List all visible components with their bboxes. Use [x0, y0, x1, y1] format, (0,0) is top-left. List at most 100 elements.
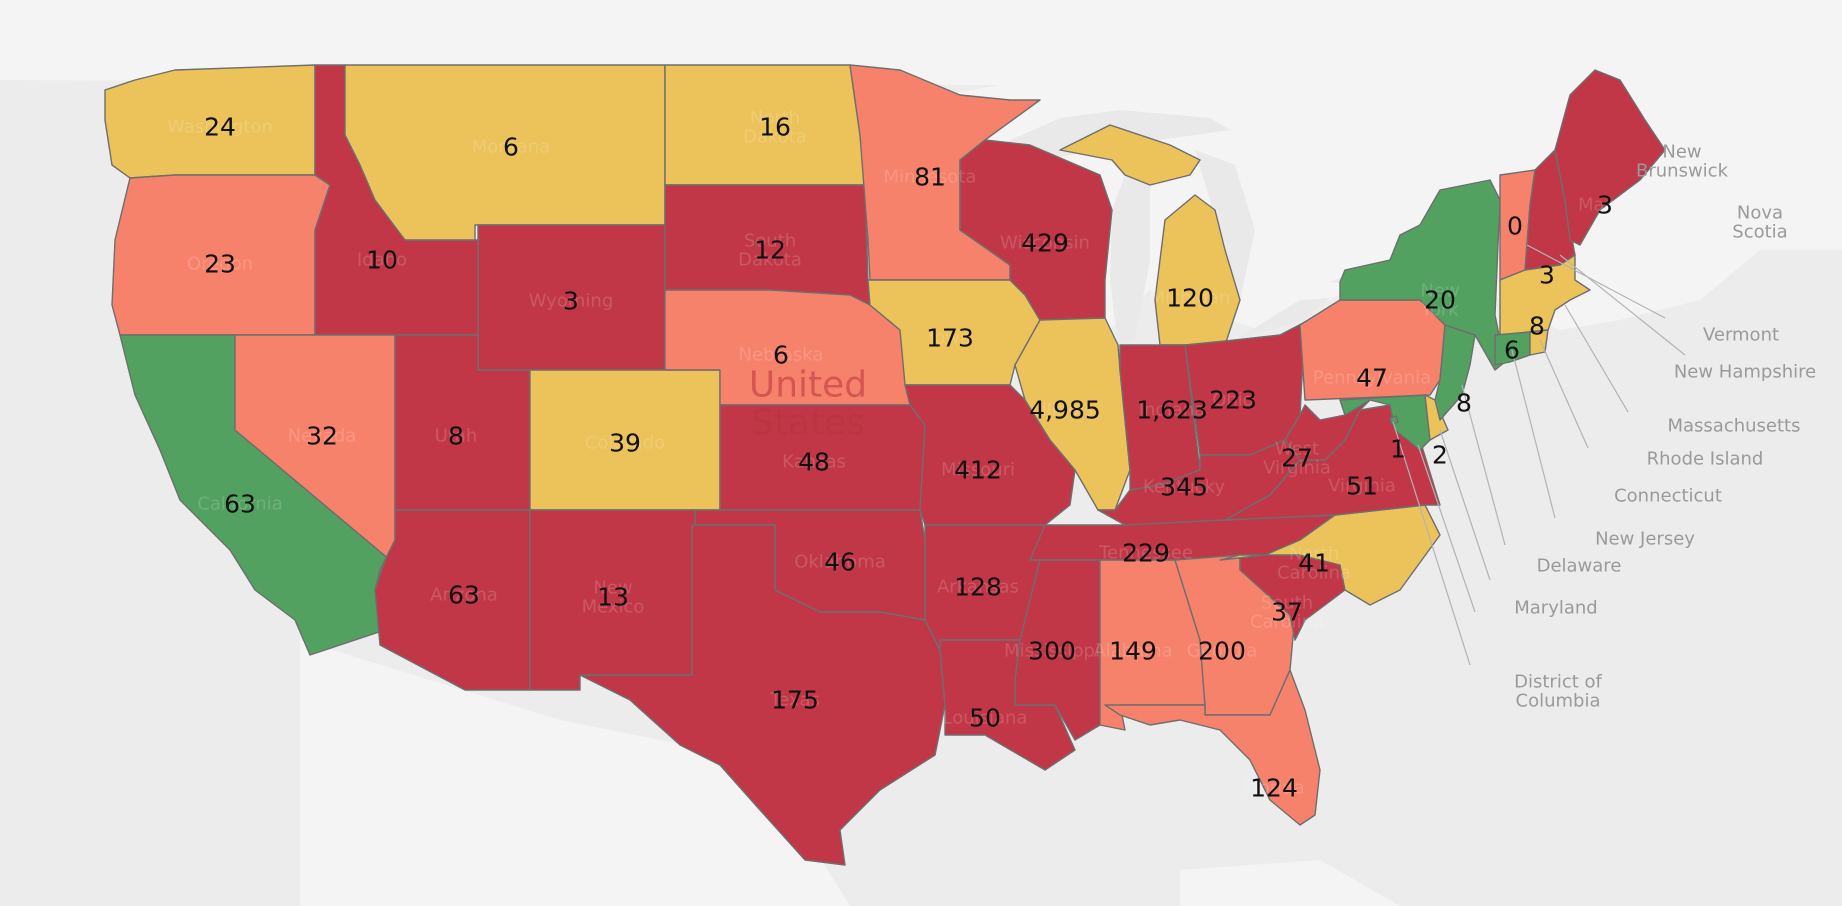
- callout-dc-line2: Columbia: [1516, 691, 1601, 712]
- state-value-UT: 8: [448, 422, 464, 451]
- state-TX[interactable]: [579, 524, 946, 866]
- state-name-NY: York: [1420, 300, 1459, 321]
- state-name-IA: Iowa: [929, 328, 971, 349]
- callout-new-jersey: New Jersey: [1595, 529, 1695, 550]
- callout-dc-line1: District of: [1514, 672, 1602, 693]
- state-name-VA: Virginia: [1328, 476, 1396, 497]
- state-name-ND: North: [750, 108, 800, 129]
- state-value-MA: 8: [1529, 312, 1545, 341]
- state-CT[interactable]: [1494, 331, 1531, 366]
- label-nova-scotia-line2: Scotia: [1732, 222, 1787, 243]
- state-name-NV: Nevada: [288, 426, 357, 447]
- state-name-OH: Ohio: [1212, 390, 1254, 411]
- state-value-FL: 124: [1250, 774, 1298, 803]
- state-name-ND: Dakota: [743, 127, 807, 148]
- state-name-MN: Minnesota: [884, 167, 977, 188]
- state-value-MS: 300: [1028, 637, 1076, 666]
- state-DE[interactable]: [1424, 394, 1449, 441]
- callout-massachusetts: Massachusetts: [1667, 416, 1800, 437]
- state-name-CA: California: [197, 494, 282, 515]
- callout-maryland: Maryland: [1514, 598, 1597, 619]
- state-value-IN: 1,623: [1136, 396, 1208, 425]
- state-name-SD: Dakota: [738, 250, 802, 271]
- state-value-NM: 13: [597, 583, 629, 612]
- state-NC[interactable]: [1219, 504, 1441, 606]
- state-name-NE: Nebraska: [739, 345, 824, 366]
- state-DC[interactable]: [1389, 415, 1399, 425]
- state-MI[interactable]: [1059, 124, 1241, 346]
- state-name-NC: North: [1289, 544, 1339, 565]
- state-name-TN: Tennessee: [1098, 543, 1193, 564]
- state-value-MN: 81: [914, 163, 946, 192]
- state-value-KY: 345: [1160, 473, 1208, 502]
- state-value-MO: 412: [954, 456, 1002, 485]
- state-name-NM: Mexico: [582, 597, 645, 618]
- state-name-NM: New: [593, 578, 632, 599]
- state-value-PA: 47: [1356, 364, 1388, 393]
- state-value-OH: 223: [1209, 386, 1257, 415]
- state-name-ME: Maine: [1578, 195, 1632, 216]
- state-name-AR: Arkansas: [937, 577, 1019, 598]
- state-name-FL: Florida: [1243, 778, 1304, 799]
- state-name-AL: Alabama: [1093, 641, 1172, 662]
- callout-delaware: Delaware: [1537, 556, 1622, 577]
- label-new-brunswick-line1: New: [1662, 142, 1701, 163]
- state-value-KS: 48: [798, 448, 830, 477]
- state-name-ID: Idaho: [357, 250, 407, 271]
- state-value-NY: 20: [1424, 286, 1456, 315]
- state-name-IN: Indiana: [1139, 400, 1206, 421]
- state-name-KS: Kansas: [782, 452, 846, 473]
- state-NJ[interactable]: [1434, 324, 1476, 421]
- state-value-TX: 175: [771, 686, 819, 715]
- state-value-OR: 23: [204, 250, 236, 279]
- lake-michigan: [1110, 175, 1150, 345]
- state-name-MO: Missouri: [941, 460, 1015, 481]
- state-name-NC: Carolina: [1277, 563, 1351, 584]
- state-value-CO: 39: [609, 429, 641, 458]
- state-value-WI: 429: [1021, 229, 1069, 258]
- state-name-CO: Colorado: [585, 433, 665, 454]
- callout-leaders: [1392, 244, 1686, 666]
- state-value-SD: 12: [754, 236, 786, 265]
- state-name-OK: Oklahoma: [794, 552, 886, 573]
- state-value-MD: 1: [1390, 435, 1406, 464]
- callout-rhode-island: Rhode Island: [1647, 449, 1764, 470]
- state-FL[interactable]: [1104, 669, 1321, 826]
- country-label-line1: United: [749, 365, 867, 406]
- state-value-NV: 32: [306, 422, 338, 451]
- cuba-landmass: [1180, 860, 1400, 906]
- state-name-UT: Utah: [435, 426, 478, 447]
- state-name-LA: Louisiana: [943, 708, 1028, 729]
- country-label-line2: States: [751, 403, 865, 444]
- state-NY[interactable]: [1339, 179, 1521, 371]
- lake-huron: [1195, 150, 1255, 300]
- state-value-OK: 46: [824, 548, 856, 577]
- state-name-GA: Georgia: [1187, 641, 1258, 662]
- state-MO[interactable]: [904, 384, 1076, 526]
- state-name-SC: South: [1261, 593, 1313, 614]
- label-nova-scotia-line1: Nova: [1737, 203, 1783, 224]
- state-name-IL: Illinois: [1036, 400, 1093, 421]
- state-name-WV: Virginia: [1263, 458, 1331, 479]
- callout-vermont: Vermont: [1703, 325, 1779, 346]
- state-value-AZ: 63: [448, 581, 480, 610]
- state-name-MI: Michigan: [1150, 288, 1231, 309]
- state-name-NY: New: [1420, 281, 1459, 302]
- state-value-GA: 200: [1198, 637, 1246, 666]
- state-name-AZ: Arizona: [430, 585, 498, 606]
- state-value-VA: 51: [1346, 472, 1378, 501]
- state-value-DE: 2: [1432, 441, 1448, 470]
- state-name-labels: Washington Oregon California Idaho Nevada Mon…: [167, 108, 1632, 799]
- state-value-IL: 4,985: [1029, 396, 1101, 425]
- maritimes-landmass: [1580, 180, 1780, 270]
- state-value-WA: 24: [204, 113, 236, 142]
- state-value-AL: 149: [1109, 637, 1157, 666]
- state-ME[interactable]: [1554, 69, 1666, 246]
- state-name-TX: Texas: [769, 690, 820, 711]
- callout-connecticut: Connecticut: [1614, 486, 1722, 507]
- state-name-WV: West: [1275, 439, 1319, 460]
- state-name-WA: Washington: [167, 117, 273, 138]
- label-new-brunswick-line2: Brunswick: [1636, 161, 1729, 182]
- callout-new-hampshire: New Hampshire: [1674, 362, 1816, 383]
- state-value-CT: 6: [1504, 336, 1520, 365]
